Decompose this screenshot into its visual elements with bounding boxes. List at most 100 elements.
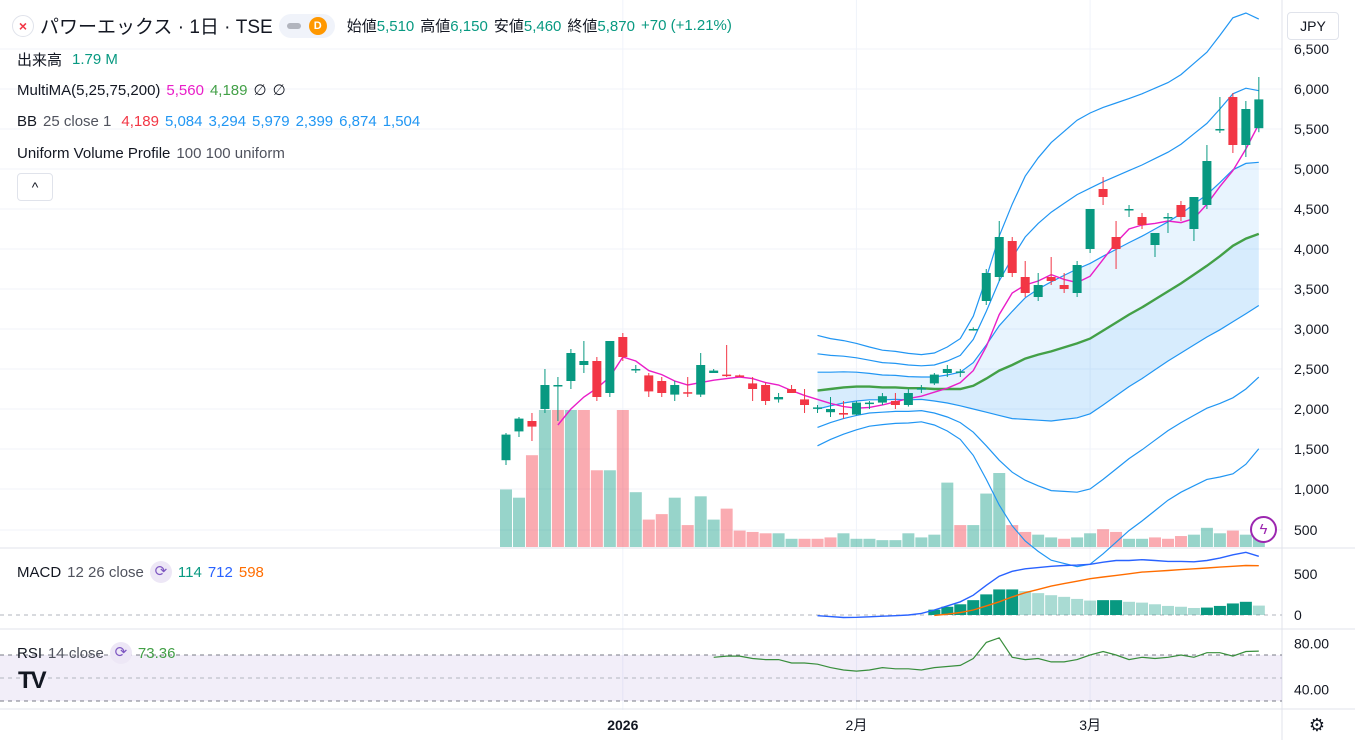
candle-body xyxy=(1176,205,1186,217)
candle-body xyxy=(1020,277,1030,293)
volume-bar xyxy=(720,508,733,547)
price-tick-label: 1,500 xyxy=(1294,441,1329,457)
candle-body xyxy=(605,341,615,393)
close-symbol-icon[interactable]: × xyxy=(12,14,34,37)
bb-label: BB xyxy=(17,113,38,130)
candle-body xyxy=(903,393,913,405)
candle-body xyxy=(1228,97,1238,145)
volume-bar xyxy=(707,519,720,547)
candle-body xyxy=(929,374,939,384)
candle-body xyxy=(1046,277,1056,281)
macd-hist-bar xyxy=(1045,595,1058,615)
volume-bar xyxy=(512,497,525,547)
macd-hist-bar xyxy=(980,594,993,615)
candle-body xyxy=(579,361,589,365)
candle-body xyxy=(514,418,524,432)
macd-hist-bar xyxy=(967,600,980,615)
volume-bar xyxy=(811,538,824,547)
vp-params: 100 100 uniform xyxy=(176,145,285,162)
signal-value: 598 xyxy=(238,563,264,581)
candle-body xyxy=(800,399,810,405)
macd-hist-bar xyxy=(1071,598,1084,615)
tradingview-logo[interactable]: TV xyxy=(18,667,47,694)
ma75-value: ∅ xyxy=(253,82,267,99)
ma25-line xyxy=(817,232,1260,392)
market-closed-icon xyxy=(286,22,301,29)
macd-hist-bar xyxy=(1226,603,1239,615)
macd-legend[interactable]: MACD 12 26 close ⟳ 114 712 598 xyxy=(17,561,264,583)
currency-button[interactable]: JPY xyxy=(1287,12,1339,40)
volume-bar xyxy=(629,492,642,547)
candle-body xyxy=(683,392,693,394)
rsi-params: 14 close xyxy=(48,644,104,662)
volume-legend[interactable]: 出来高 1.79 M xyxy=(17,49,118,70)
candle-body xyxy=(1150,233,1160,245)
collapse-legend-button[interactable]: ^ xyxy=(17,173,53,201)
macd-line xyxy=(817,551,1260,619)
volume-bar xyxy=(1226,530,1239,547)
bb-legend[interactable]: BB 25 close 1 4,189 5,084 3,294 5,979 2,… xyxy=(17,113,420,130)
gear-icon[interactable]: ⚙ xyxy=(1308,715,1326,735)
candle-body xyxy=(1007,241,1017,273)
delayed-data-icon: D xyxy=(308,16,327,35)
macd-hist-bar xyxy=(1136,602,1149,615)
volume-label: 出来高 xyxy=(17,52,63,69)
volume-bar xyxy=(1161,538,1174,547)
macd-hist-bar xyxy=(1149,604,1161,615)
volume-bar xyxy=(590,470,603,547)
symbol-title[interactable]: パワーエックス · 1日 · TSE xyxy=(40,17,273,38)
volume-bar xyxy=(642,519,655,547)
price-tick-label: 5,000 xyxy=(1294,161,1329,177)
candle-body xyxy=(709,370,719,373)
candle-body xyxy=(851,402,861,415)
volume-bar xyxy=(772,533,785,547)
volume-bar xyxy=(668,497,681,547)
ohlc-open: 始値5,510 xyxy=(346,18,415,35)
ma5-value: 5,560 xyxy=(166,81,204,99)
volume-bar xyxy=(577,410,590,547)
ma-legend[interactable]: MultiMA(5,25,75,200) 5,560 4,189 ∅ ∅ xyxy=(17,81,286,100)
time-tick-label: 3月 xyxy=(1079,717,1101,733)
ma200-value: ∅ xyxy=(272,82,286,99)
rsi-tick-label: 40.00 xyxy=(1294,682,1329,698)
candle-body xyxy=(981,273,991,301)
candle-body xyxy=(1059,285,1069,289)
ohlc-high: 高値6,150 xyxy=(420,18,488,35)
candle-body xyxy=(657,381,667,393)
macd-hist-bar xyxy=(1097,600,1110,615)
candle-body xyxy=(748,383,758,389)
market-status-pill[interactable]: D xyxy=(278,13,335,38)
refresh-icon[interactable]: ⟳ xyxy=(149,561,172,583)
refresh-icon[interactable]: ⟳ xyxy=(109,642,132,664)
candle-body xyxy=(1202,161,1212,205)
macd-tick-label: 0 xyxy=(1294,607,1302,623)
price-change: +70 (+1.21%) xyxy=(640,17,732,34)
volume-bar xyxy=(564,410,577,547)
macd-hist-bar xyxy=(1174,606,1187,615)
lightning-icon[interactable]: ϟ xyxy=(1250,516,1277,543)
volume-bar xyxy=(941,482,954,547)
price-tick-label: 2,000 xyxy=(1294,401,1329,417)
volume-bar xyxy=(1110,531,1123,547)
candle-body xyxy=(527,421,537,427)
candle-body xyxy=(1254,99,1264,129)
volume-bar xyxy=(837,533,850,547)
candle-body xyxy=(787,389,797,393)
vp-legend[interactable]: Uniform Volume Profile 100 100 uniform xyxy=(17,145,285,162)
candle-body xyxy=(1124,209,1134,211)
bb-value: 1,504 xyxy=(382,113,421,130)
candle-body xyxy=(1085,209,1095,249)
bb-value: 5,084 xyxy=(164,113,203,130)
volume-bar xyxy=(1239,534,1252,547)
volume-bar xyxy=(967,525,980,547)
volume-bar xyxy=(1058,538,1071,547)
volume-bar xyxy=(1045,537,1058,547)
macd-hist-bar xyxy=(1123,601,1136,615)
candle-body xyxy=(1072,265,1082,293)
macd-hist-bar xyxy=(1084,600,1097,615)
volume-bar xyxy=(1032,534,1045,547)
rsi-legend[interactable]: RSI 14 close ⟳ 73.36 xyxy=(17,642,175,664)
volume-bar xyxy=(1071,537,1084,547)
